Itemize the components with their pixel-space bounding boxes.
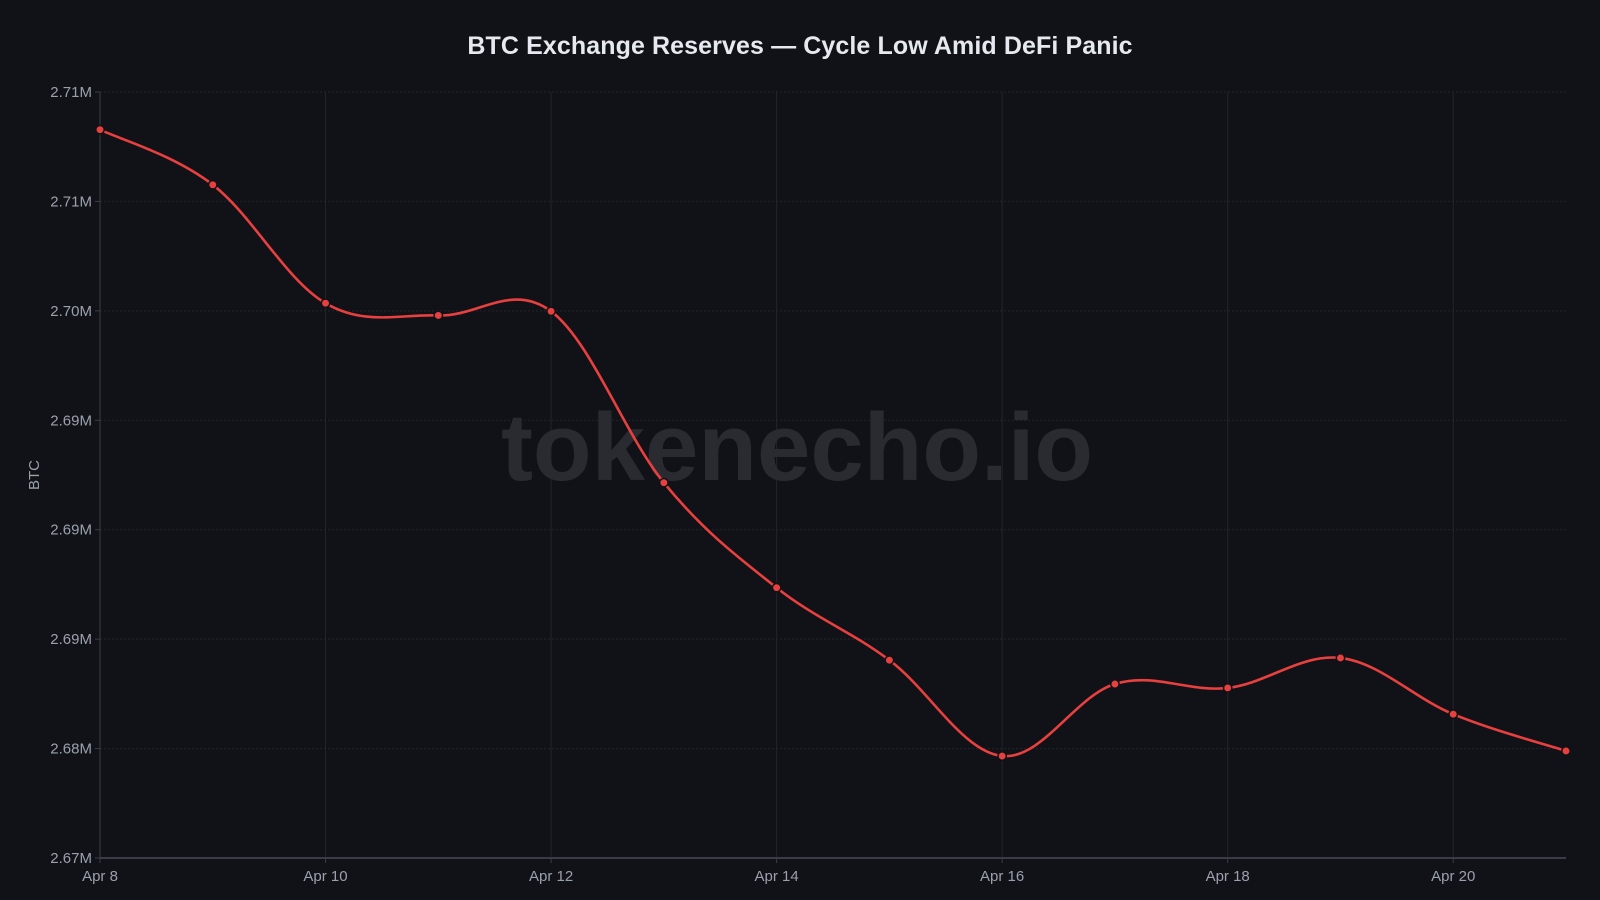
data-point[interactable]: Apr 14: 2,687,350 BTC [771,582,782,593]
y-tick-label: 2.69M [50,522,92,539]
y-tick-label: 2.71M [50,84,92,101]
x-axis-ticks: Apr 8 Apr 10 Apr 12 Apr 14 Apr 16 Apr 18 Apr 2… [82,858,1475,885]
data-point[interactable]: Apr 10: 2,700,350 BTC [320,298,331,309]
x-tick-label: Apr 10 [303,868,347,885]
data-point[interactable]: Apr 20: 2,681,570 BTC [1448,709,1459,720]
y-tick-label: 2.67M [50,850,92,867]
data-point[interactable]: Apr 17: 2,682,950 BTC [1109,679,1120,689]
y-tick-label: 2.68M [50,741,92,758]
y-tick-label: 2.71M [50,193,92,210]
data-point[interactable]: Apr 16: 2,679,660 BTC [997,751,1008,761]
y-tick-label: 2.70M [50,303,92,320]
x-tick-label: Apr 20 [1431,868,1475,885]
data-point[interactable]: Apr 8: 2,708,280 BTC [95,124,105,135]
y-tick-label: 2.69M [50,631,92,648]
data-point[interactable]: Apr 12: 2,699,980 BTC [546,306,557,317]
series-reserves: Apr 8: 2,708,280 BTC Apr 9: 2,705,760 BTC… [95,124,1571,761]
x-tick-label: Apr 8 [82,868,118,885]
chart-title: BTC Exchange Reserves — Cycle Low Amid D… [467,32,1133,60]
series-line [99,128,1567,758]
x-tick-label: Apr 18 [1206,868,1250,885]
y-axis-title: BTC [26,460,43,490]
y-tick-label: 2.69M [50,412,92,429]
x-tick-label: Apr 16 [980,868,1024,885]
watermark: tokenecho.io [501,394,1093,501]
y-axis-ticks: 2.67M 2.68M 2.69M 2.69M 2.69M 2.70M 2.71M 2.71M [50,84,100,867]
x-tick-label: Apr 14 [755,868,799,885]
data-point[interactable]: Apr 9: 2,705,760 BTC [207,179,218,190]
data-point[interactable]: Apr 19: 2,684,140 BTC [1335,653,1346,663]
axes [99,92,1566,859]
data-point[interactable]: Apr 15: 2,684,040 BTC [884,655,895,666]
x-tick-label: Apr 12 [529,868,573,885]
gridlines [100,91,1566,858]
data-point[interactable]: Apr 11: 2,699,790 BTC [433,310,444,321]
data-point[interactable]: Apr 13: 2,692,150 BTC [658,477,669,488]
data-point[interactable]: Apr 18: 2,682,770 BTC [1222,682,1233,693]
data-point[interactable]: Apr 21: 2,679,890 BTC [1561,746,1571,756]
